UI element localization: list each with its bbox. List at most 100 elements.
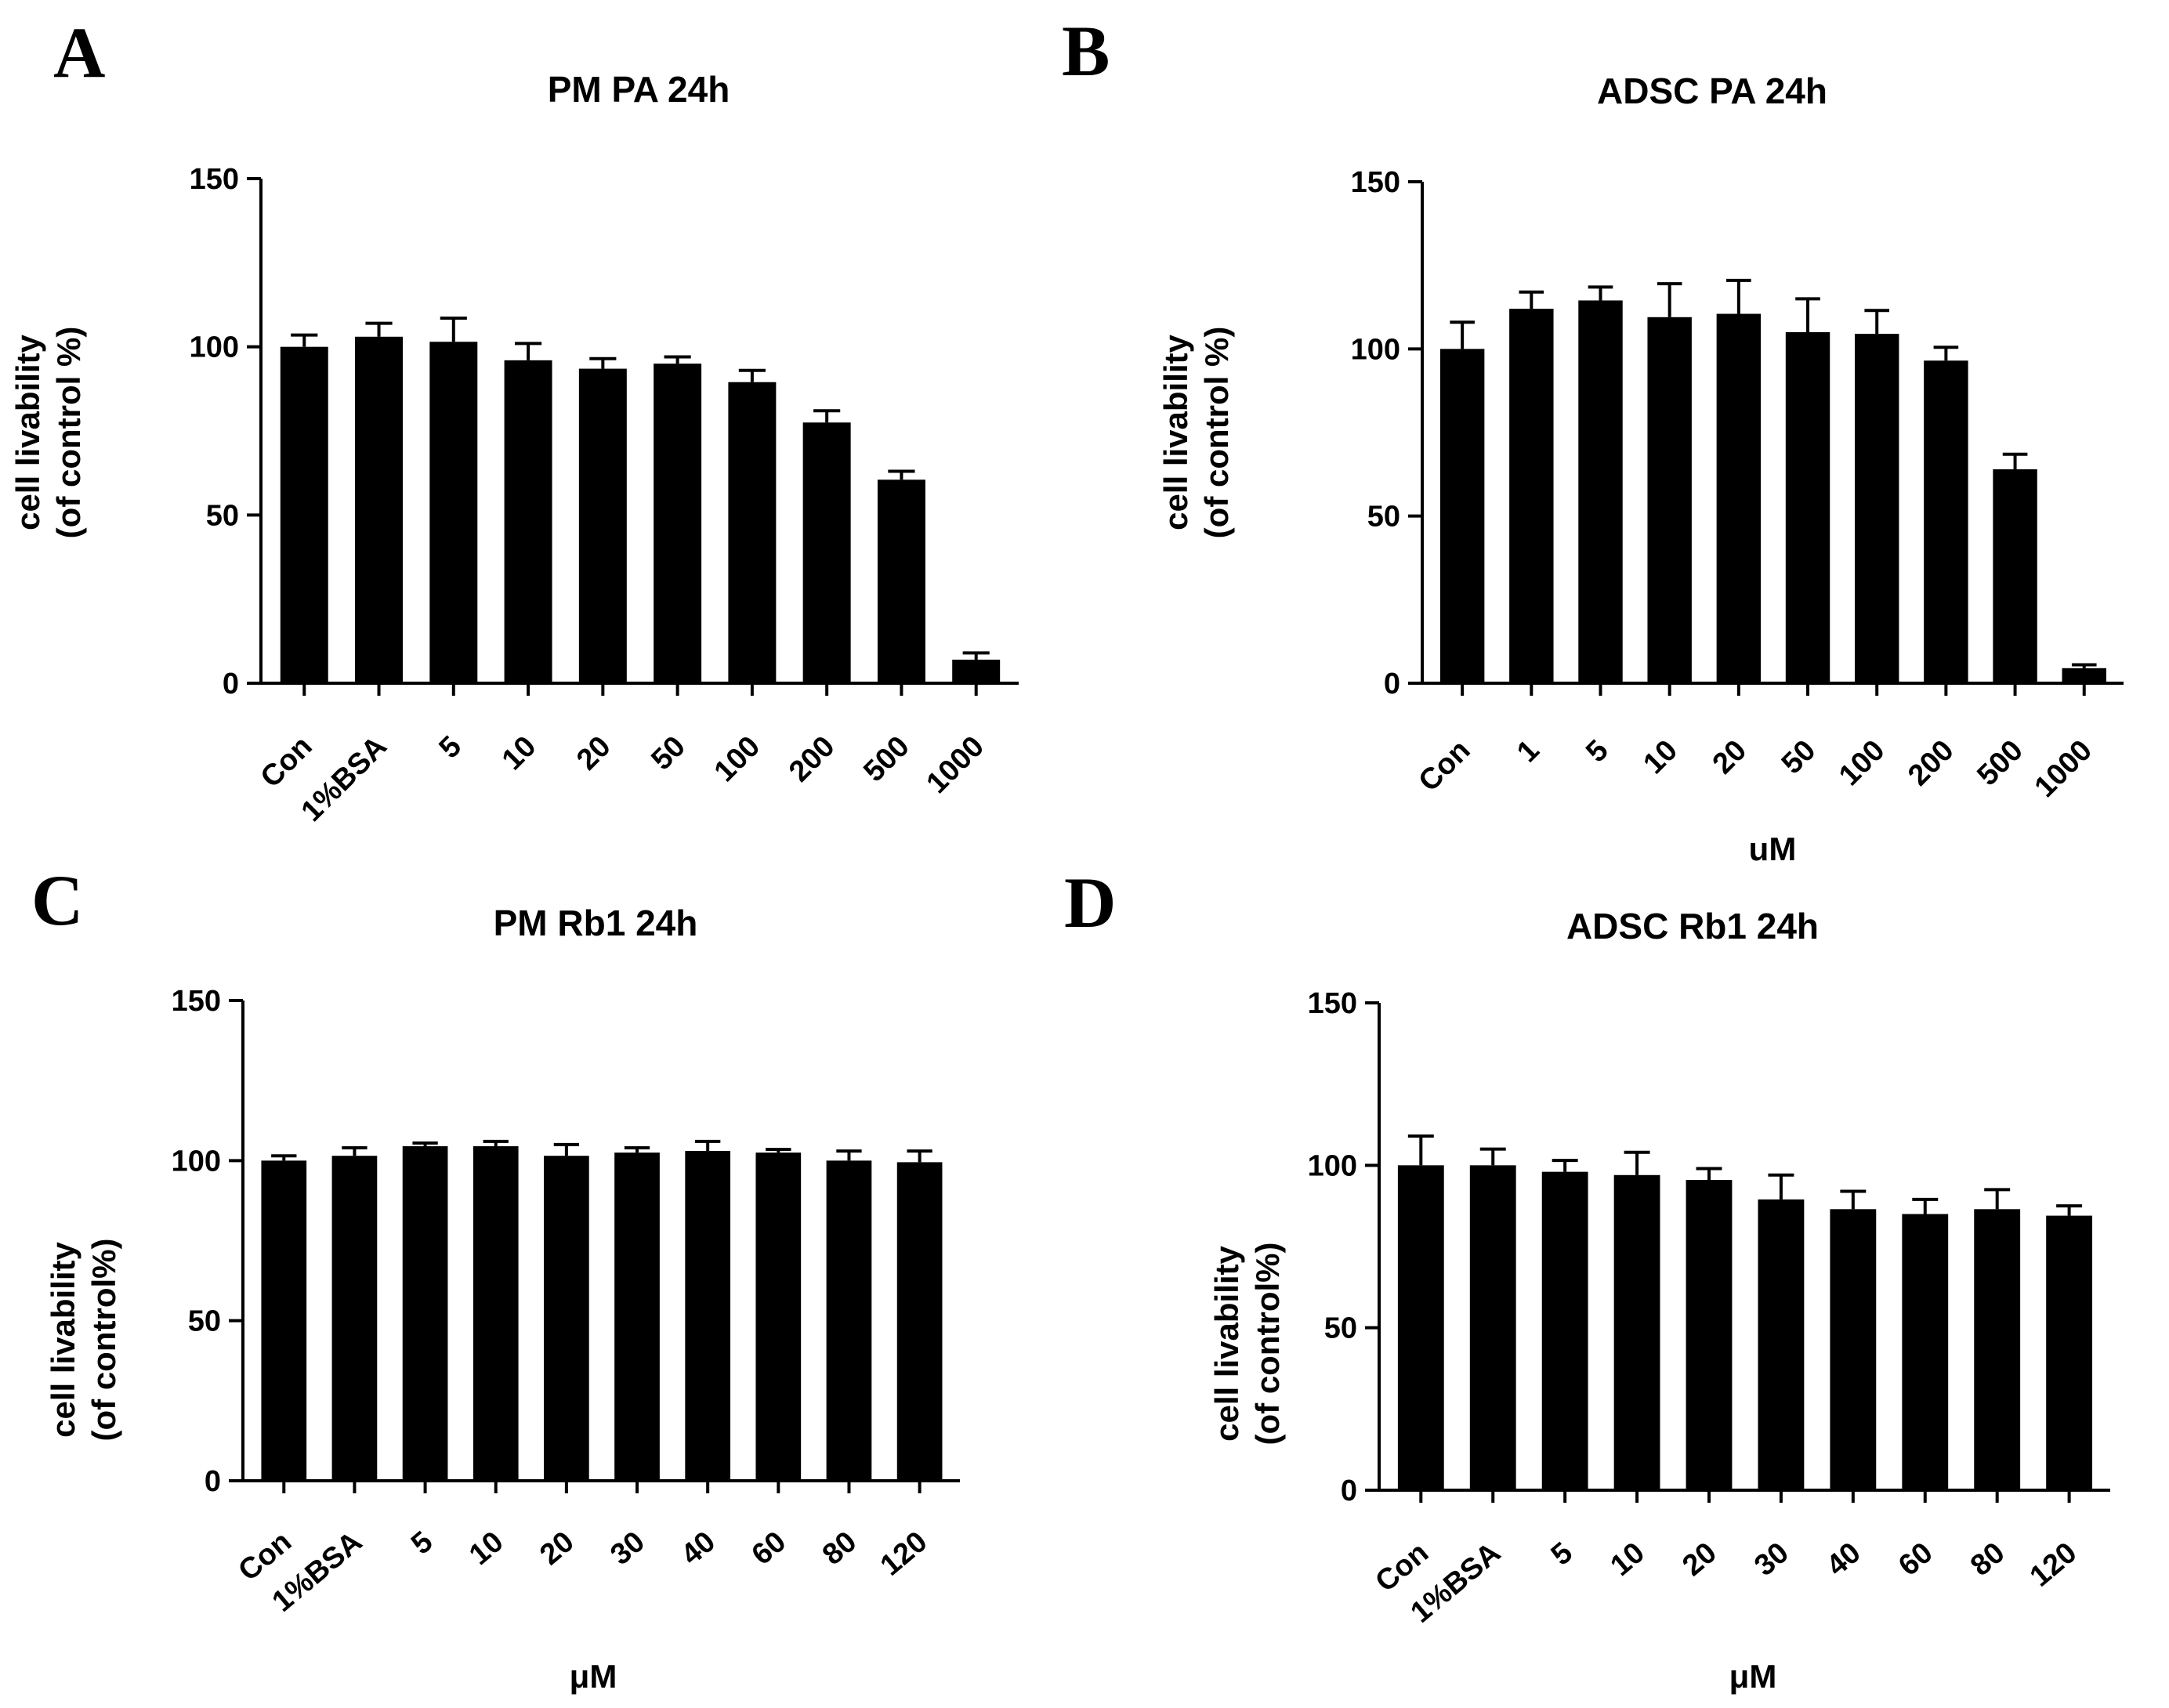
y-tick-label: 0: [205, 1465, 221, 1498]
y-axis-label-line-1: cell livability: [1208, 1245, 1245, 1441]
panel-letter: D: [1064, 863, 1116, 943]
y-tick-label: 100: [190, 331, 239, 364]
x-tick-label: 50: [645, 730, 692, 777]
bar: [755, 1153, 802, 1481]
bar: [504, 360, 552, 683]
bar: [1974, 1209, 2021, 1490]
bar: [578, 368, 627, 683]
bar: [1758, 1199, 1805, 1490]
bar: [1785, 332, 1830, 683]
bar: [1854, 334, 1899, 683]
chart-title: PM Rb1 24h: [494, 903, 698, 943]
chart-title: PM PA 24h: [548, 69, 730, 110]
bar: [952, 659, 1001, 683]
x-tick-label: 1: [1511, 734, 1546, 769]
x-tick-label: 60: [1892, 1536, 1939, 1583]
y-tick-label: 50: [1324, 1312, 1357, 1345]
bar: [877, 479, 925, 683]
bar: [402, 1145, 448, 1481]
y-tick-label: 150: [1308, 987, 1357, 1020]
y-axis-label-line-2: (of control%): [85, 1239, 122, 1442]
bar: [1439, 349, 1485, 683]
x-tick-label: 30: [604, 1525, 650, 1572]
bar: [654, 364, 702, 683]
bar: [1902, 1214, 1949, 1490]
y-tick-label: 150: [1351, 166, 1400, 199]
x-axis-label: μM: [570, 1658, 617, 1695]
bar: [896, 1162, 943, 1481]
y-tick-label: 50: [1367, 501, 1400, 534]
x-tick-label: 200: [783, 730, 842, 789]
y-tick-label: 100: [172, 1145, 221, 1178]
bar: [1578, 300, 1623, 683]
bar: [685, 1151, 731, 1481]
y-axis-label-line-1: cell livability: [1157, 334, 1194, 530]
bar: [2062, 668, 2106, 683]
panel-letter: B: [1062, 11, 1110, 91]
bar: [1830, 1209, 1877, 1490]
panel-b: B ADSC PA 24h cell livability (of control %…: [1062, 11, 2124, 867]
x-tick-label: 20: [1707, 734, 1754, 781]
bar: [826, 1160, 872, 1481]
bar: [429, 342, 478, 683]
bar: [2046, 1215, 2093, 1490]
x-tick-label: 80: [817, 1525, 863, 1572]
bar: [728, 382, 777, 683]
x-tick-label: 50: [1776, 734, 1823, 781]
x-tick-label: 10: [1604, 1536, 1650, 1583]
x-tick-label: 30: [1748, 1536, 1794, 1583]
x-tick-label: Con: [255, 730, 319, 794]
x-tick-label: 80: [1964, 1536, 2011, 1583]
bar: [280, 346, 328, 683]
bar: [1647, 317, 1692, 683]
x-tick-label: 100: [1833, 734, 1892, 793]
bar: [1397, 1165, 1444, 1490]
bar: [1613, 1174, 1660, 1490]
bar: [331, 1156, 378, 1481]
x-tick-label: 120: [874, 1525, 934, 1583]
bar: [1716, 313, 1762, 683]
x-axis-label: μM: [1729, 1658, 1777, 1695]
y-tick-label: 50: [206, 499, 239, 532]
bar: [1924, 360, 1968, 683]
x-tick-label: 1000: [921, 730, 990, 800]
bar: [473, 1145, 519, 1481]
panel-c: C PM Rb1 24h cell livability (of control%) 0…: [31, 860, 960, 1695]
x-axis-label: uM: [1749, 830, 1797, 867]
x-tick-label: 5: [433, 730, 469, 765]
x-tick-label: 500: [1971, 734, 2030, 793]
y-axis-label: cell livability (of control%): [45, 1239, 122, 1442]
y-tick-label: 0: [1384, 668, 1400, 700]
bar: [1509, 309, 1554, 683]
y-axis-label-line-1: cell livability: [9, 334, 46, 530]
bar: [1541, 1171, 1588, 1490]
y-axis-label: cell livability (of control%): [1208, 1243, 1286, 1446]
y-axis-label-line-1: cell livability: [45, 1241, 81, 1437]
y-axis-label-line-2: (of control %): [50, 327, 87, 539]
x-tick-label: 1000: [2029, 734, 2098, 804]
panel-letter: A: [53, 13, 105, 92]
x-tick-label: 5: [1545, 1536, 1579, 1572]
x-tick-label: 20: [534, 1525, 580, 1572]
bar: [355, 336, 404, 683]
bar: [544, 1156, 589, 1481]
y-tick-label: 0: [1341, 1475, 1357, 1507]
x-tick-label: 200: [1902, 734, 1961, 793]
y-tick-label: 50: [188, 1305, 221, 1338]
x-tick-label: 10: [496, 730, 543, 777]
x-tick-label: 20: [1676, 1536, 1722, 1583]
x-tick-label: 120: [2024, 1536, 2084, 1594]
panel-d: D ADSC Rb1 24h cell livability (of control%…: [1064, 863, 2110, 1695]
bar: [614, 1153, 660, 1481]
y-tick-label: 150: [172, 985, 221, 1018]
x-tick-label: 10: [463, 1525, 509, 1572]
x-tick-label: 5: [1580, 734, 1615, 769]
x-tick-label: 100: [708, 730, 767, 789]
y-tick-label: 150: [190, 163, 239, 196]
y-axis-label: cell livability (of control %): [9, 327, 87, 539]
y-tick-label: 100: [1308, 1149, 1357, 1182]
bar: [1993, 469, 2037, 683]
y-axis-label-line-2: (of control %): [1198, 327, 1235, 539]
x-tick-label: 40: [675, 1525, 722, 1572]
